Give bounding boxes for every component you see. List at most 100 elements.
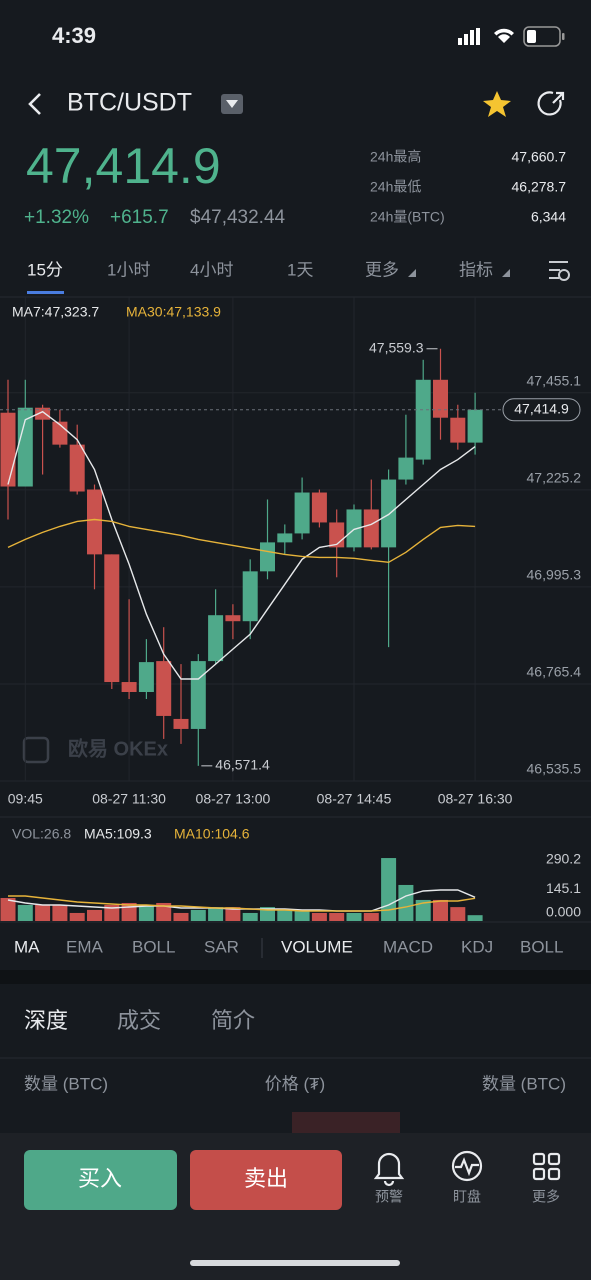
book-column: 数量 (BTC) — [24, 1074, 108, 1093]
stat-label: 24h最低 — [370, 179, 421, 195]
alert-label: 预警 — [375, 1189, 403, 1205]
volume-bar — [294, 909, 310, 921]
volume-bar — [138, 904, 154, 921]
candle-body — [35, 407, 51, 420]
candle-body — [173, 718, 189, 729]
ma-line — [7, 410, 476, 680]
chart-settings-icon[interactable] — [549, 261, 570, 281]
volume-bar — [17, 904, 33, 921]
back-button[interactable] — [28, 93, 41, 115]
candle-body — [260, 542, 275, 572]
tab-underline — [27, 291, 64, 294]
candle-body — [87, 489, 102, 555]
candle-body — [450, 417, 466, 443]
volume-bar — [156, 902, 172, 921]
volume-bar — [190, 909, 206, 921]
watermark-logo — [22, 736, 50, 764]
interval-tab[interactable]: 4小时 — [190, 260, 233, 279]
volume-tick-label: 145.1 — [546, 880, 581, 896]
candle-body — [242, 571, 258, 622]
indicator-option[interactable]: MACD — [383, 937, 433, 956]
candle-body — [363, 509, 379, 548]
ma-legend: MA7:47,323.7 — [12, 304, 99, 320]
volume-bar — [87, 909, 102, 921]
watch-icon[interactable] — [451, 1150, 483, 1182]
volume-bar — [467, 915, 483, 921]
buy-label: 买入 — [78, 1166, 122, 1191]
status-icons — [458, 26, 565, 47]
indicator-tab[interactable]: 指标 — [459, 260, 493, 279]
buy-button[interactable] — [24, 1150, 177, 1210]
pair-title[interactable]: BTC/USDT — [67, 89, 192, 117]
last-price: 47,414.9 — [26, 138, 221, 194]
volume-bar — [52, 904, 68, 921]
y-tick-label: 47,455.1 — [527, 372, 582, 388]
book-column: 数量 (BTC) — [482, 1074, 566, 1093]
volume-bar — [398, 884, 414, 921]
share-icon[interactable] — [537, 91, 565, 116]
tab-caret — [408, 269, 416, 277]
book-tab[interactable]: 成交 — [117, 1008, 161, 1033]
stat-label: 24h量(BTC) — [370, 209, 445, 225]
candle-body — [398, 457, 414, 480]
volume-bar — [311, 912, 327, 921]
candle-body — [0, 412, 16, 487]
indicator-option[interactable]: SAR — [204, 937, 239, 956]
last-price-label: 47,414.9 — [514, 400, 569, 416]
section-gap — [0, 970, 591, 984]
sell-label: 卖出 — [244, 1166, 288, 1191]
more-icon[interactable] — [532, 1152, 561, 1181]
book-tab[interactable]: 简介 — [211, 1008, 255, 1033]
indicator-option[interactable]: KDJ — [461, 937, 493, 956]
more-label: 更多 — [532, 1189, 560, 1205]
x-tick-label: 08-27 11:30 — [92, 791, 166, 807]
favorite-star[interactable] — [483, 91, 511, 117]
book-depth-bar — [292, 1112, 400, 1134]
volume-tick-label: 290.2 — [546, 851, 581, 867]
book-tab[interactable]: 深度 — [24, 1008, 68, 1033]
watermark: 欧易 OKEx — [68, 736, 168, 760]
y-tick-label: 47,225.2 — [527, 470, 582, 486]
indicator-option[interactable]: MA — [14, 937, 40, 956]
indicator-option[interactable]: BOLL — [132, 937, 175, 956]
candle-body — [69, 444, 85, 492]
status-time: 4:39 — [52, 23, 96, 48]
x-tick-label: 08-27 13:00 — [196, 791, 271, 807]
volume-bar — [363, 912, 379, 921]
stat-value: 6,344 — [531, 209, 566, 225]
x-tick-label: 08-27 16:30 — [438, 791, 513, 807]
home-indicator — [190, 1260, 400, 1266]
candle-body — [346, 509, 362, 548]
volume-ma-legend: MA10:104.6 — [174, 826, 250, 842]
indicator-option[interactable]: BOLL — [520, 937, 563, 956]
volume-bar — [35, 904, 51, 921]
interval-tab[interactable]: 1小时 — [107, 260, 150, 279]
volume-bar — [346, 912, 362, 921]
volume-bar — [415, 899, 431, 921]
volume-bar — [433, 899, 448, 921]
interval-tab[interactable]: 1天 — [287, 260, 313, 279]
candle-body — [467, 409, 483, 443]
annotation-label: 47,559.3 — [369, 339, 424, 355]
sell-button[interactable] — [190, 1150, 342, 1210]
candle-body — [156, 661, 172, 716]
volume-bar — [329, 912, 345, 921]
candle-body — [277, 533, 293, 543]
alert-icon[interactable] — [373, 1152, 405, 1187]
indicator-option[interactable]: VOLUME — [281, 937, 353, 956]
interval-tab[interactable]: 15分 — [27, 260, 63, 279]
indicator-option[interactable]: EMA — [66, 937, 104, 956]
candle-body — [138, 662, 154, 693]
candle-body — [208, 615, 224, 662]
ma-legend: MA30:47,133.9 — [126, 304, 221, 320]
volume-bar — [0, 897, 16, 921]
usd-price: $47,432.44 — [190, 207, 286, 228]
book-column: 价格 (₮) — [265, 1074, 325, 1093]
more-tab[interactable]: 更多 — [365, 260, 399, 279]
tab-caret — [502, 269, 510, 277]
candle-body — [121, 682, 137, 693]
pair-dropdown[interactable] — [221, 94, 243, 114]
last-price-box — [502, 398, 581, 422]
candle-body — [311, 492, 327, 523]
